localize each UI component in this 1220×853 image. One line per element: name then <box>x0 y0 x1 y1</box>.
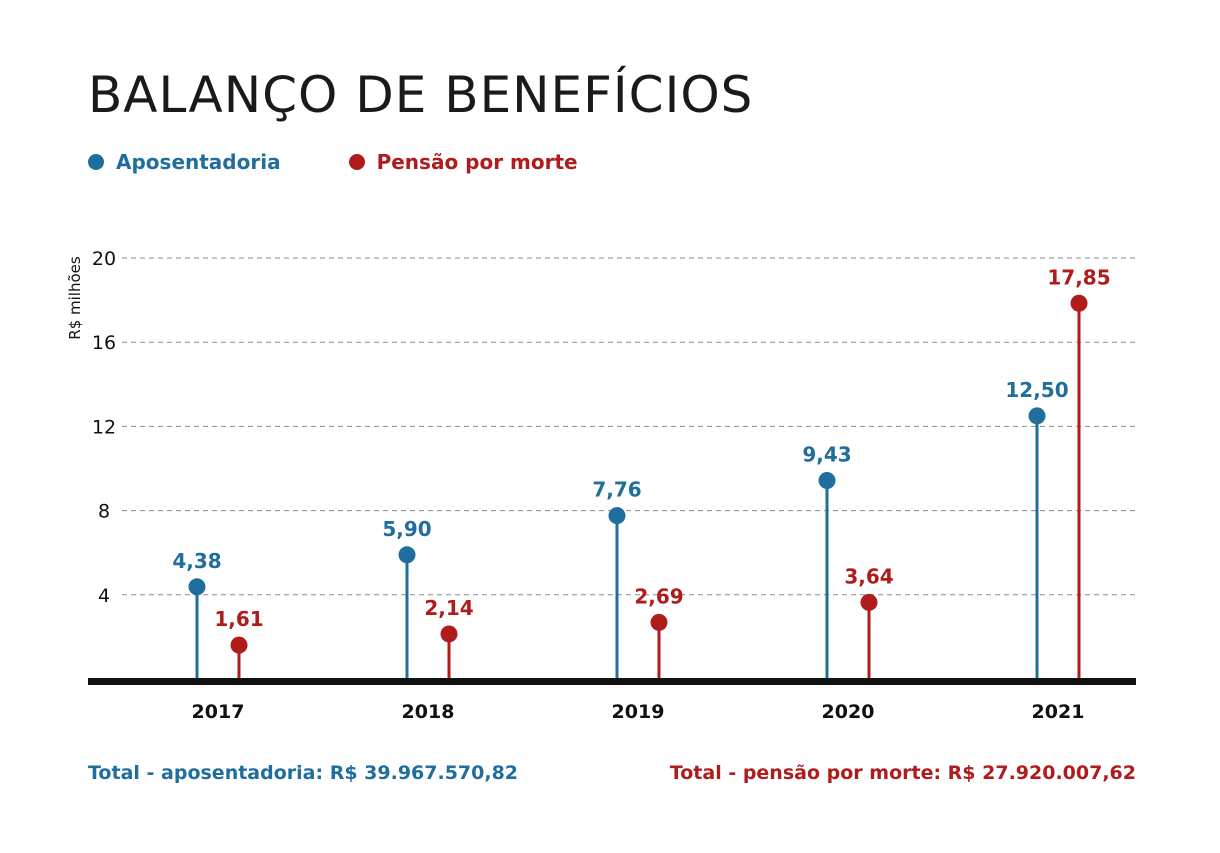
data-label: 3,64 <box>844 564 893 588</box>
lollipop-point <box>860 593 878 611</box>
lollipop-point <box>398 546 416 564</box>
x-tick-label: 2020 <box>822 701 875 723</box>
lollipop-point <box>188 578 206 596</box>
x-axis: 2017 2018 2019 2020 2021 <box>88 678 1136 723</box>
data-label: 9,43 <box>802 442 851 466</box>
legend-label-pensao: Pensão por morte <box>376 150 578 174</box>
x-tick-label: 2019 <box>612 701 665 723</box>
lollipop-point <box>440 625 458 643</box>
x-tick-label: 2017 <box>192 701 245 723</box>
data-label: 7,76 <box>592 478 641 502</box>
legend: Aposentadoria Pensão por morte <box>88 150 578 174</box>
data-label: 17,85 <box>1047 265 1110 289</box>
lollipop-point <box>230 636 248 654</box>
legend-dot-pensao <box>348 154 365 170</box>
x-tick-label: 2021 <box>1032 701 1085 723</box>
lollipop-point <box>1028 407 1046 425</box>
data-label: 2,14 <box>424 596 473 620</box>
y-tick-label: 20 <box>92 248 116 270</box>
lollipop-point <box>608 507 626 525</box>
x-axis-line <box>88 678 1136 685</box>
legend-label-aposentadoria: Aposentadoria <box>116 150 281 174</box>
y-tick-label: 4 <box>98 585 110 607</box>
y-tick-label: 12 <box>92 416 116 438</box>
legend-dot-aposentadoria <box>88 154 104 170</box>
lollipop-point <box>650 613 668 631</box>
y-axis: 4 8 12 16 20 R$ milhões <box>66 248 116 607</box>
chart-title: BALANÇO DE BENEFÍCIOS <box>88 66 754 124</box>
y-tick-label: 8 <box>98 501 110 523</box>
lollipop-point <box>1070 294 1088 312</box>
data-label: 1,61 <box>214 607 263 631</box>
chart-marks: 4,38 5,90 7,76 9,43 12,50 1,61 2,14 2,69 3,64 17,… <box>172 265 1111 679</box>
data-label: 2,69 <box>634 584 683 608</box>
legend-item-pensao: Pensão por morte <box>348 150 578 174</box>
totals: Total - aposentadoria: R$ 39.967.570,82 … <box>88 762 1136 784</box>
data-label: 5,90 <box>382 517 431 541</box>
total-pensao: Total - pensão por morte: R$ 27.920.007,… <box>669 762 1136 784</box>
legend-item-aposentadoria: Aposentadoria <box>88 150 281 174</box>
y-tick-label: 16 <box>92 332 116 354</box>
data-label: 4,38 <box>172 549 221 573</box>
lollipop-point <box>818 471 836 489</box>
y-axis-label: R$ milhões <box>66 256 84 340</box>
data-label: 12,50 <box>1005 378 1068 402</box>
grid-lines <box>122 257 1136 596</box>
x-tick-label: 2018 <box>402 701 455 723</box>
total-aposentadoria: Total - aposentadoria: R$ 39.967.570,82 <box>88 762 519 784</box>
